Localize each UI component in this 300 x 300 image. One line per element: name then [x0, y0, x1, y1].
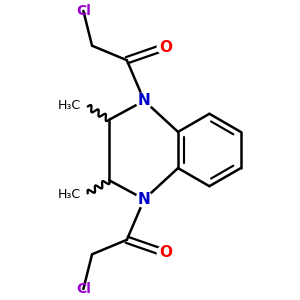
Text: H₃C: H₃C	[57, 99, 80, 112]
Text: Cl: Cl	[76, 4, 91, 18]
Circle shape	[136, 191, 152, 207]
Circle shape	[157, 40, 172, 54]
Text: Cl: Cl	[76, 282, 91, 296]
Circle shape	[157, 246, 172, 260]
Circle shape	[136, 93, 152, 109]
Text: H₃C: H₃C	[57, 188, 80, 201]
Text: O: O	[159, 40, 172, 55]
Text: O: O	[159, 245, 172, 260]
Text: N: N	[138, 192, 151, 207]
Text: N: N	[138, 93, 151, 108]
